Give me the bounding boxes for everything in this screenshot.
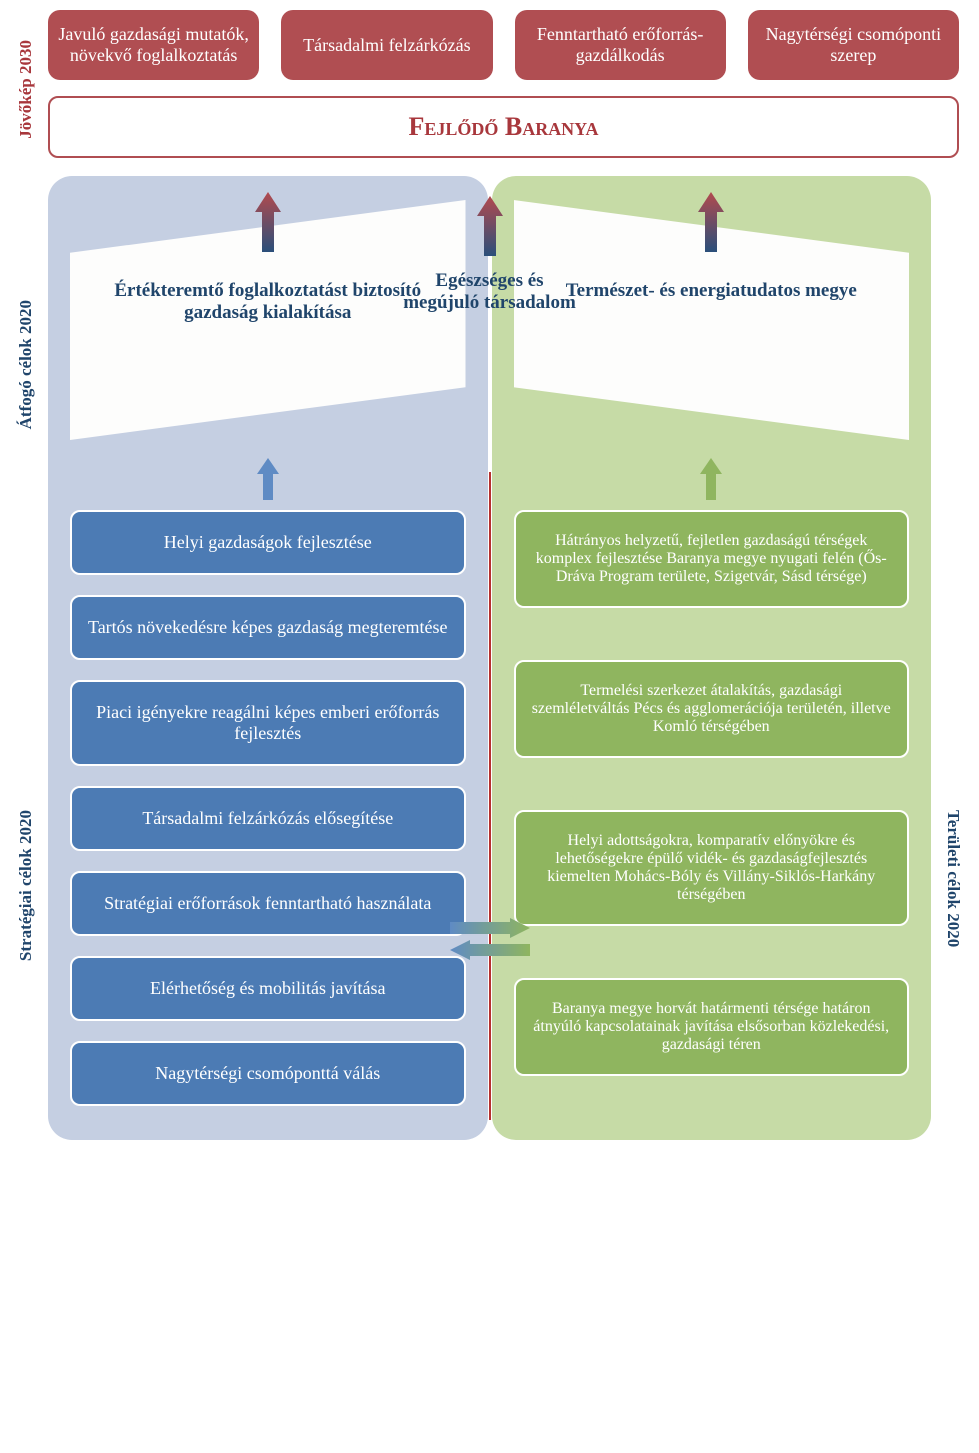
strategic-goal-item: Stratégiai erőforrások fenntartható hasz…: [70, 871, 466, 936]
columns-wrap: Egészséges és megújuló társadalom: [48, 176, 931, 1140]
right-header-label: Természet- és energiatudatos megye: [553, 280, 869, 302]
arrow-up-icon: [255, 192, 281, 252]
territorial-goal-item: Hátrányos helyzetű, fejletlen gazdaságú …: [514, 510, 910, 608]
vision-box-3: Fenntartható erőforrás-gazdálkodás: [515, 10, 726, 80]
strategic-goal-item: Piaci igényekre reagálni képes emberi er…: [70, 680, 466, 766]
mid-header: Egészséges és megújuló társadalom: [400, 196, 580, 314]
arrow-up-small-icon: [257, 458, 279, 500]
side-label-atfogo: Átfogó célok 2020: [16, 300, 36, 429]
strategic-goal-item: Nagytérségi csomóponttá válás: [70, 1041, 466, 1106]
left-header-label: Értékteremtő foglalkoztatást biztosító g…: [110, 280, 426, 324]
territorial-goal-item: Helyi adottságokra, komparatív előnyökre…: [514, 810, 910, 926]
strategic-goal-item: Elérhetőség és mobilitás javítása: [70, 956, 466, 1021]
side-label-vision: Jövőkép 2030: [16, 40, 36, 139]
left-column: Értékteremtő foglalkoztatást biztosító g…: [48, 176, 488, 1140]
center-divider-line: [489, 472, 491, 1120]
territorial-goal-item: Termelési szerkezet átalakítás, gazdaság…: [514, 660, 910, 758]
territorial-goal-item: Baranya megye horvát határmenti térsége …: [514, 978, 910, 1076]
strategic-goal-item: Helyi gazdaságok fejlesztése: [70, 510, 466, 575]
arrow-up-icon: [698, 192, 724, 252]
vision-box-4: Nagytérségi csomóponti szerep: [748, 10, 959, 80]
diagram-container: Jövőkép 2030 Átfogó célok 2020 Stratégia…: [20, 10, 959, 1140]
territorial-goals-list: Hátrányos helyzetű, fejletlen gazdaságú …: [514, 510, 910, 1076]
side-label-teruleti: Területi célok 2020: [943, 810, 963, 947]
vision-row: Javuló gazdasági mutatók, növekvő foglal…: [48, 10, 959, 80]
vision-box-1: Javuló gazdasági mutatók, növekvő foglal…: [48, 10, 259, 80]
mid-header-label: Egészséges és megújuló társadalom: [400, 270, 580, 314]
strategic-goals-list: Helyi gazdaságok fejlesztése Tartós növe…: [70, 510, 466, 1106]
right-column: Természet- és energiatudatos megye Hátrá…: [492, 176, 932, 1140]
exchange-arrows-icon: [450, 916, 530, 962]
vision-box-2: Társadalmi felzárkózás: [281, 10, 492, 80]
strategic-goal-item: Tartós növekedésre képes gazdaság megter…: [70, 595, 466, 660]
title-banner: Fejlődő Baranya: [48, 96, 959, 158]
arrow-up-icon: [477, 196, 503, 256]
arrow-up-small-icon: [700, 458, 722, 500]
side-label-strategiai: Stratégiai célok 2020: [16, 810, 36, 961]
strategic-goal-item: Társadalmi felzárkózás elősegítése: [70, 786, 466, 851]
